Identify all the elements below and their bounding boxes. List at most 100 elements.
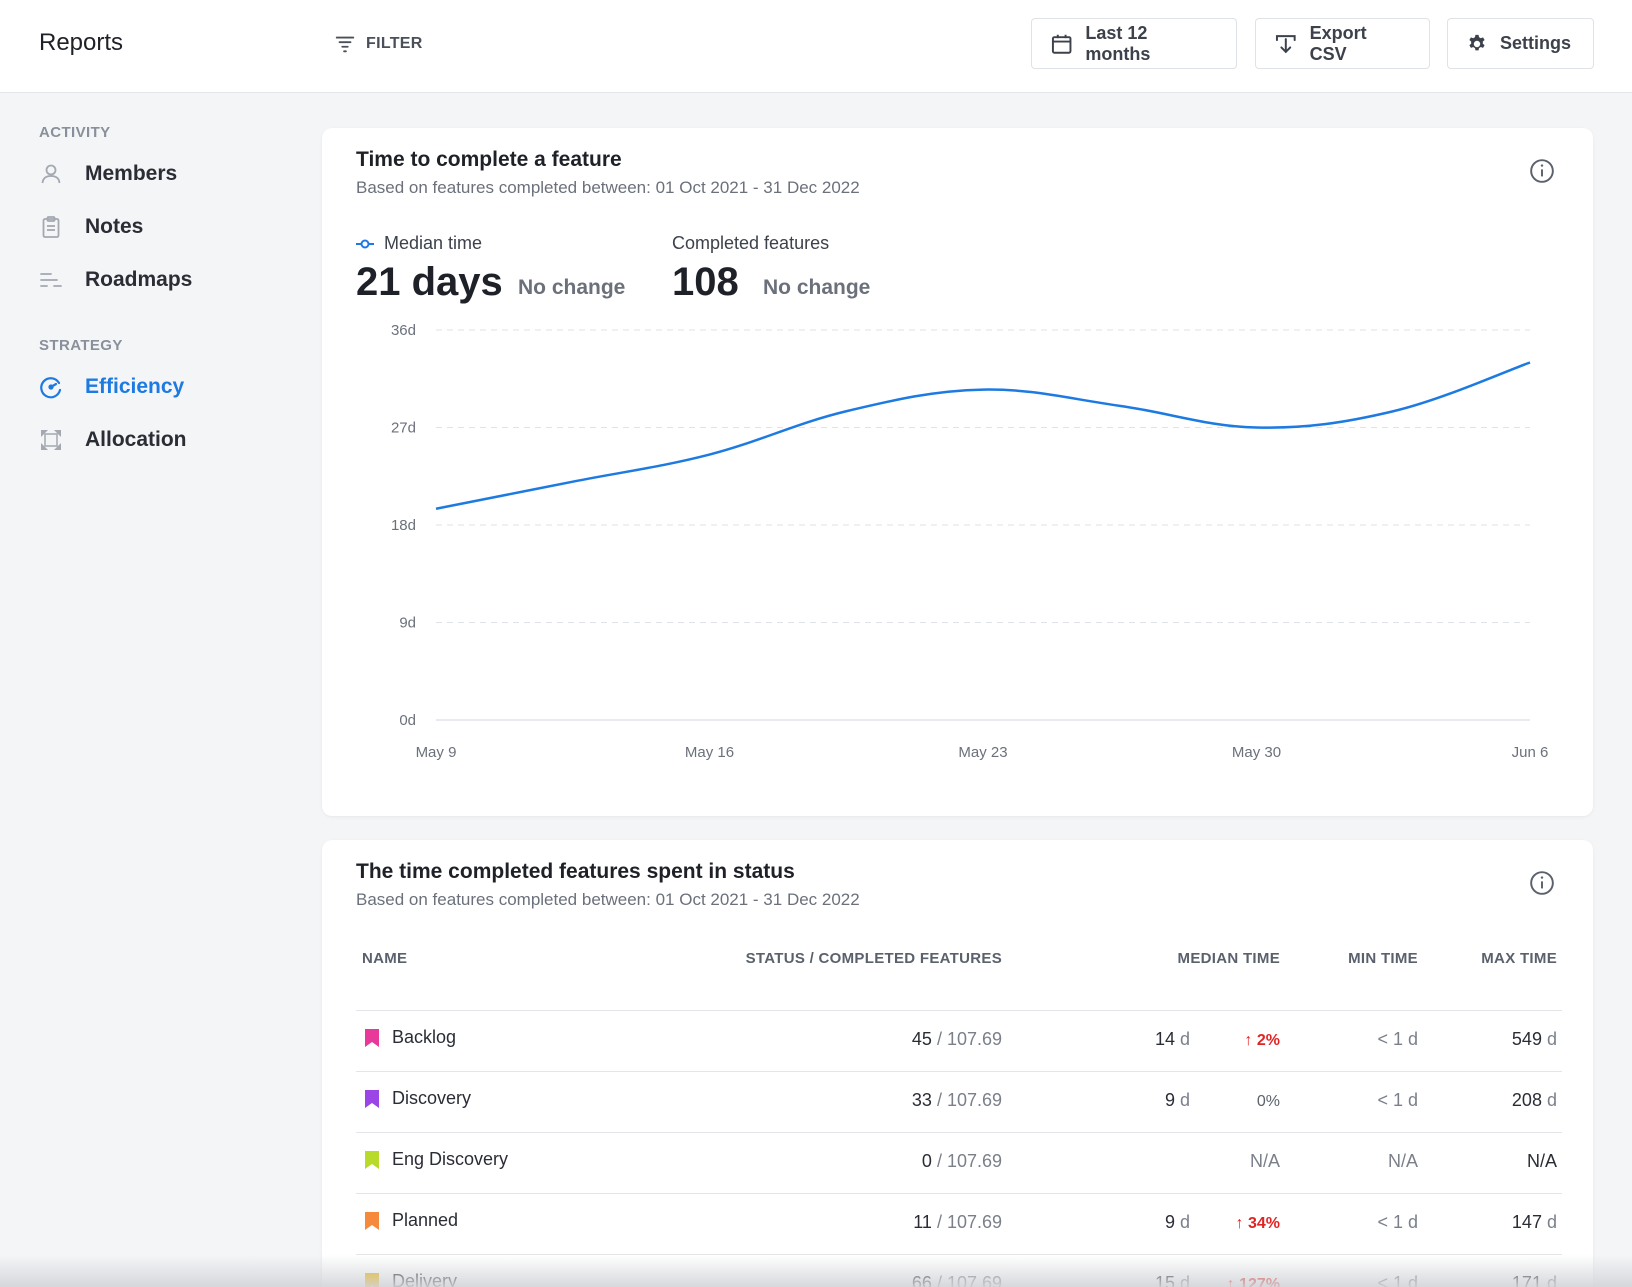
data-point[interactable] <box>840 405 852 417</box>
calendar-icon <box>1051 34 1072 54</box>
completed-features-value: 108 <box>672 260 739 304</box>
sidebar-item-roadmaps[interactable]: Roadmaps <box>39 264 192 296</box>
column-header-name[interactable]: NAME <box>362 950 408 967</box>
y-tick-label: 18d <box>391 517 416 534</box>
data-point[interactable] <box>977 384 989 396</box>
filter-icon <box>335 36 355 53</box>
min-time-cell: < 1 d <box>1377 1090 1418 1110</box>
completed-features-change: No change <box>763 276 871 299</box>
min-time-cell: < 1 d <box>1377 1273 1418 1287</box>
column-header-median[interactable]: MEDIAN TIME <box>1177 950 1280 967</box>
sidebar-item-label: Notes <box>85 215 144 238</box>
max-time-cell: 171 d <box>1511 1273 1557 1287</box>
data-point[interactable] <box>567 476 579 488</box>
filter-label: FILTER <box>366 35 423 52</box>
time-to-complete-card: Time to complete a feature Based on feat… <box>322 128 1593 816</box>
status-name: Eng Discovery <box>392 1149 509 1169</box>
trend-up-indicator: ↑ 34% <box>1235 1215 1280 1232</box>
gauge-icon <box>40 377 62 399</box>
card-title: The time completed features spent in sta… <box>356 860 795 883</box>
status-count-cell: 33 / 107.69 <box>911 1090 1002 1110</box>
median-time-value: 21 days <box>356 260 503 304</box>
bookmark-icon <box>365 1272 379 1287</box>
y-tick-label: 0d <box>399 712 416 729</box>
sidebar-item-members[interactable]: Members <box>39 158 177 190</box>
table-row[interactable]: Eng Discovery 0 / 107.69 N/A N/A N/A <box>356 1132 1562 1193</box>
card-subtitle: Based on features completed between: 01 … <box>356 178 860 197</box>
column-header-max[interactable]: MAX TIME <box>1481 950 1557 967</box>
settings-button[interactable]: Settings <box>1447 18 1594 69</box>
data-point[interactable] <box>704 449 716 461</box>
status-name: Backlog <box>392 1027 457 1047</box>
trend-flat-indicator: 0% <box>1256 1093 1280 1110</box>
data-point[interactable] <box>430 503 442 515</box>
bookmark-icon <box>365 1211 379 1230</box>
bookmark-icon <box>365 1089 379 1108</box>
line-legend-icon <box>356 239 374 248</box>
status-name: Planned <box>392 1210 459 1230</box>
data-point[interactable] <box>1387 405 1399 417</box>
card-title: Time to complete a feature <box>356 148 622 171</box>
max-time-cell: N/A <box>1526 1151 1557 1171</box>
info-icon[interactable] <box>1529 870 1555 896</box>
x-tick-label: May 23 <box>958 744 1007 761</box>
median-time-cell: 14 d <box>1154 1029 1190 1049</box>
table-row[interactable]: Backlog 45 / 107.69 14 d ↑ 2% < 1 d 549 d <box>356 1010 1562 1071</box>
allocation-icon <box>41 430 61 450</box>
median-time-cell: N/A <box>1249 1151 1280 1171</box>
x-tick-label: May 30 <box>1232 744 1281 761</box>
status-name-cell: Backlog <box>364 1027 456 1048</box>
data-point[interactable] <box>1251 422 1263 434</box>
status-name: Discovery <box>392 1088 472 1108</box>
data-point[interactable] <box>1524 357 1536 369</box>
export-csv-button[interactable]: Export CSV <box>1255 18 1430 69</box>
table-row[interactable]: Planned 11 / 107.69 9 d ↑ 34% < 1 d 147 d <box>356 1193 1562 1254</box>
data-point[interactable] <box>1114 400 1126 412</box>
median-time-cell: 15 d <box>1154 1273 1190 1287</box>
sidebar-item-efficiency[interactable]: Efficiency <box>39 371 184 403</box>
page-title: Reports <box>39 29 124 56</box>
column-header-min[interactable]: MIN TIME <box>1348 950 1418 967</box>
table-row[interactable]: Discovery 33 / 107.69 9 d 0% < 1 d 208 d <box>356 1071 1562 1132</box>
info-icon[interactable] <box>1529 158 1555 184</box>
status-count-cell: 11 / 107.69 <box>913 1212 1002 1232</box>
date-range-button[interactable]: Last 12 months <box>1031 18 1237 69</box>
settings-label: Settings <box>1499 33 1571 53</box>
status-name: Delivery <box>392 1271 458 1287</box>
sidebar-item-notes[interactable]: Notes <box>39 211 143 243</box>
user-icon <box>41 164 61 184</box>
status-time-card: The time completed features spent in sta… <box>322 840 1593 1287</box>
export-icon <box>1275 34 1296 53</box>
filter-button[interactable]: FILTER <box>334 30 423 58</box>
series-line-median-time[interactable] <box>435 361 1531 510</box>
median-trend-cell: ↑ 127% <box>1227 1273 1280 1287</box>
trend-up-indicator: ↑ 2% <box>1244 1032 1280 1049</box>
trend-up-indicator: ↑ 127% <box>1226 1276 1280 1287</box>
status-count-cell: 0 / 107.69 <box>921 1151 1002 1171</box>
table-row[interactable]: Delivery 66 / 107.69 15 d ↑ 127% < 1 d 171 d <box>356 1254 1562 1287</box>
max-time-cell: 147 d <box>1511 1212 1557 1232</box>
date-range-label: Last 12 months <box>1085 22 1151 64</box>
median-time-change: No change <box>518 276 626 299</box>
x-tick-label: Jun 6 <box>1512 744 1549 761</box>
median-time-cell: 9 d <box>1164 1212 1190 1232</box>
max-time-cell: 549 d <box>1511 1029 1557 1049</box>
bookmark-icon <box>365 1028 379 1047</box>
sidebar-section-strategy: STRATEGY <box>39 337 123 354</box>
status-count-cell: 45 / 107.69 <box>911 1029 1002 1049</box>
x-tick-label: May 9 <box>416 744 457 761</box>
line-chart: 0d 9d 18d 27d 36d May 9 May 16 May 23 May 30 Jun … <box>391 322 1549 761</box>
sidebar: ACTIVITY Members Notes Roadmaps STRATEGY… <box>0 94 300 1287</box>
sidebar-item-label: Members <box>85 162 178 185</box>
min-time-cell: < 1 d <box>1377 1029 1418 1049</box>
min-time-cell: N/A <box>1387 1151 1418 1171</box>
status-name-cell: Planned <box>364 1210 458 1231</box>
sidebar-item-label: Efficiency <box>85 375 185 398</box>
sidebar-item-allocation[interactable]: Allocation <box>39 424 187 456</box>
max-time-cell: 208 d <box>1511 1090 1557 1110</box>
min-time-cell: < 1 d <box>1377 1212 1418 1232</box>
status-name-cell: Eng Discovery <box>364 1149 508 1170</box>
sidebar-section-activity: ACTIVITY <box>39 124 111 141</box>
column-header-status[interactable]: STATUS / COMPLETED FEATURES <box>745 950 1002 967</box>
gear-icon <box>1469 34 1485 50</box>
